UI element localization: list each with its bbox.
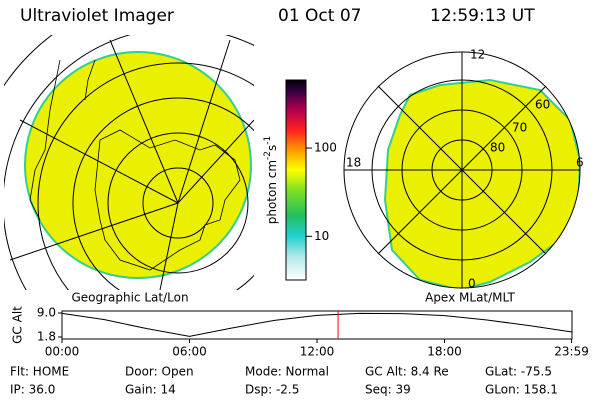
status-field: Dsp: -2.5 (245, 383, 299, 397)
geographic-map (4, 35, 254, 290)
mlt-label: 6 (576, 156, 584, 170)
mlat-label: 70 (512, 121, 527, 135)
polar-map (343, 51, 581, 289)
mlat-label: 80 (490, 141, 505, 155)
mlt-label: 12 (470, 48, 485, 62)
status-field: Gain: 14 (125, 383, 176, 397)
map-caption: Apex MLat/MLT (425, 291, 515, 305)
status-field: GC Alt: 8.4 Re (365, 365, 449, 379)
colorbar-tick-label: 100 (314, 141, 337, 155)
status-field: GLon: 158.1 (485, 383, 558, 397)
colorbar-label: photon cm-2s-1 (263, 136, 279, 225)
mlat-label: 60 (535, 98, 550, 112)
y-tick-label: 9.0 (37, 306, 56, 320)
x-tick-label: 12:00 (300, 345, 335, 359)
status-field: IP: 36.0 (10, 383, 55, 397)
status-field: GLat: -75.5 (485, 365, 552, 379)
map-caption: Geographic Lat/Lon (71, 291, 188, 305)
y-axis-label: GC Alt (11, 306, 25, 344)
x-tick-label: 06:00 (172, 345, 207, 359)
mlt-label: 18 (346, 156, 361, 170)
status-field: Flt: HOME (10, 365, 69, 379)
date: 01 Oct 07 (278, 6, 361, 26)
status-field: Seq: 39 (365, 383, 411, 397)
x-tick-label: 00:00 (45, 345, 80, 359)
status-field: Door: Open (125, 365, 194, 379)
status-field: Mode: Normal (245, 365, 329, 379)
x-tick-label: 18:00 (427, 345, 462, 359)
altitude-line (61, 312, 573, 337)
mlt-label: 0 (468, 277, 476, 291)
time: 12:59:13 UT (430, 6, 535, 26)
x-tick-label: 23:59 (554, 345, 589, 359)
instrument: Ultraviolet Imager (20, 6, 174, 26)
colorbar-tick-label: 10 (314, 229, 329, 243)
colorbar: photon cm-2s-1 (263, 79, 307, 281)
y-tick-label: 1.8 (37, 330, 56, 344)
